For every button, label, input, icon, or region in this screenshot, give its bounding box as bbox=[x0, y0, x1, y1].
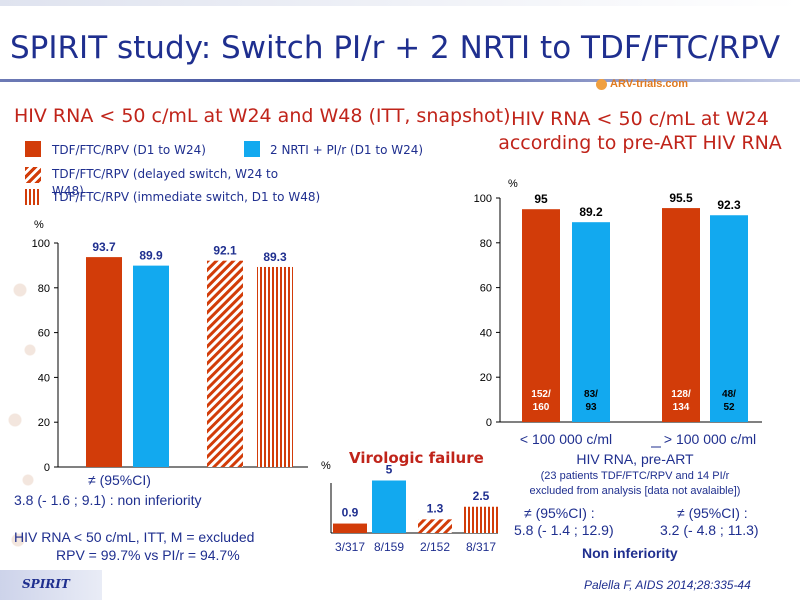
right-conclusion: Non inferiority bbox=[582, 545, 678, 561]
left-y-tick-label: 80 bbox=[38, 283, 50, 295]
left-bar-value-label: 92.1 bbox=[213, 244, 237, 258]
right-y-tick-label: 20 bbox=[480, 372, 492, 384]
left-ci-value: 3.8 (- 1.6 ; 9.1) : non inferiority bbox=[14, 492, 202, 508]
left-bar bbox=[257, 266, 293, 467]
vf-bar bbox=[464, 506, 498, 533]
right-bar-count-label: 134 bbox=[673, 402, 690, 413]
right-bar-count-label: 83/ bbox=[584, 389, 598, 400]
legend-swatch-diag bbox=[25, 167, 41, 183]
vf-bar-count-label: 3/317 bbox=[335, 540, 365, 554]
right-ci-left-label: ≠ (95%CI) : bbox=[524, 505, 595, 521]
left-bar bbox=[86, 257, 122, 467]
left-bar-value-label: 89.3 bbox=[263, 250, 287, 264]
bottom-note-line2: RPV = 99.7% vs PI/r = 94.7% bbox=[56, 547, 240, 563]
right-bar bbox=[572, 222, 610, 422]
right-bar-value-label: 92.3 bbox=[717, 198, 741, 212]
left-bar bbox=[133, 265, 169, 467]
right-bar-count-label: 128/ bbox=[671, 389, 691, 400]
right-y-tick-label: 40 bbox=[480, 327, 492, 339]
logo: ARV-trials.com bbox=[596, 78, 688, 90]
footer-label: SPIRIT bbox=[22, 577, 70, 591]
right-ci-right-value: 3.2 (- 4.8 ; 11.3) bbox=[660, 522, 759, 538]
vf-bar-value-label: 1.3 bbox=[427, 501, 444, 515]
left-chart-heading: HIV RNA < 50 c/mL at W24 and W48 (ITT, s… bbox=[14, 105, 511, 127]
citation: Palella F, AIDS 2014;28:335-44 bbox=[584, 578, 751, 592]
right-ci-right-label: ≠ (95%CI) : bbox=[677, 505, 748, 521]
right-bar bbox=[710, 215, 748, 422]
legend-swatch-red bbox=[25, 141, 41, 157]
legend-label-vert: TDF/FTC/RPV (immediate switch, D1 to W48… bbox=[52, 190, 321, 204]
right-xlabel: HIV RNA, pre-ART bbox=[576, 451, 694, 467]
vf-title: Virologic failure bbox=[349, 449, 484, 467]
right-bar-count-label: 160 bbox=[533, 402, 550, 413]
right-bar-count-label: 152/ bbox=[531, 389, 551, 400]
left-bar bbox=[207, 260, 243, 467]
right-bar-count-label: 48/ bbox=[722, 389, 736, 400]
right-note-line1: (23 patients TDF/FTC/RPV and 14 PI/r bbox=[540, 470, 730, 482]
left-y-tick-label: 100 bbox=[32, 238, 50, 250]
legend-label-red: TDF/FTC/RPV (D1 to W24) bbox=[52, 143, 206, 157]
vf-bar bbox=[372, 480, 406, 533]
vf-bar-count-label: 8/159 bbox=[374, 540, 404, 554]
right-bar bbox=[662, 208, 700, 422]
footer-badge bbox=[0, 570, 102, 600]
right-category-label: > 100 000 c/ml bbox=[664, 431, 756, 447]
right-y-tick-label: 80 bbox=[480, 238, 492, 250]
vf-bar-value-label: 2.5 bbox=[473, 489, 490, 503]
vf-bar-value-label: 0.9 bbox=[342, 506, 359, 520]
legend-label-blue: 2 NRTI + PI/r (D1 to W24) bbox=[270, 143, 424, 157]
right-chart: % 0 20 40 60 80 100 95 152/160 89.2 83/93 95.5 128/1… bbox=[474, 178, 762, 448]
vf-y-unit: % bbox=[321, 460, 331, 472]
vf-bar bbox=[418, 519, 452, 533]
slide-title: SPIRIT study: Switch PI/r + 2 NRTI to TD… bbox=[10, 30, 781, 66]
left-y-unit: % bbox=[34, 219, 44, 231]
bottom-note-line1: HIV RNA < 50 c/mL, ITT, M = excluded bbox=[14, 529, 255, 545]
right-y-tick-label: 0 bbox=[486, 417, 492, 429]
left-ci-label: ≠ (95%CI) bbox=[88, 472, 151, 488]
right-y-unit: % bbox=[508, 178, 518, 190]
right-bar-value-label: 95.5 bbox=[669, 191, 693, 205]
left-bar-value-label: 89.9 bbox=[139, 249, 163, 263]
right-bar-value-label: 89.2 bbox=[579, 205, 603, 219]
right-chart-heading: HIV RNA < 50 c/mL at W24 according to pr… bbox=[480, 107, 800, 155]
title-underline bbox=[0, 79, 800, 82]
right-ci-left-value: 5.8 (- 1.4 ; 12.9) bbox=[514, 522, 614, 538]
right-bar-value-label: 95 bbox=[534, 192, 548, 206]
logo-text: ARV-trials.com bbox=[610, 78, 689, 90]
logo-icon bbox=[596, 78, 607, 90]
right-bar bbox=[522, 209, 560, 422]
left-bar-value-label: 93.7 bbox=[92, 240, 116, 254]
left-y-tick-label: 40 bbox=[38, 372, 50, 384]
right-category-label: < 100 000 c/ml bbox=[520, 431, 612, 447]
right-y-tick-label: 60 bbox=[480, 283, 492, 295]
right-note-line2: excluded from analysis [data not avalaib… bbox=[529, 485, 741, 497]
vf-chart: % 0.9 3/317 5 8/159 1.3 2/152 2.5 8/317 bbox=[321, 460, 498, 554]
vf-bar bbox=[333, 523, 367, 533]
left-chart: % 0 20 40 60 80 100 93.7 89.9 92.1 89.3 bbox=[32, 219, 308, 474]
decorative-dots bbox=[0, 230, 44, 570]
legend-swatch-vert bbox=[25, 189, 41, 205]
right-bar-count-label: 93 bbox=[585, 402, 597, 413]
top-bar bbox=[0, 0, 800, 6]
vf-bar-count-label: 8/317 bbox=[466, 540, 496, 554]
left-y-tick-label: 20 bbox=[38, 417, 50, 429]
vf-bar-count-label: 2/152 bbox=[420, 540, 450, 554]
legend-swatch-blue bbox=[244, 141, 260, 157]
left-y-tick-label: 0 bbox=[44, 462, 50, 474]
legend-label-diag: TDF/FTC/RPV (delayed switch, W24 to W48) bbox=[52, 167, 279, 198]
vf-bar-value-label: 5 bbox=[386, 463, 393, 477]
right-y-tick-label: 100 bbox=[474, 193, 492, 205]
right-heading-line1: HIV RNA < 50 c/mL at W24 bbox=[511, 108, 769, 130]
left-y-tick-label: 60 bbox=[38, 328, 50, 340]
right-heading-line2: according to pre-ART HIV RNA bbox=[498, 132, 782, 154]
right-bar-count-label: 52 bbox=[723, 402, 735, 413]
